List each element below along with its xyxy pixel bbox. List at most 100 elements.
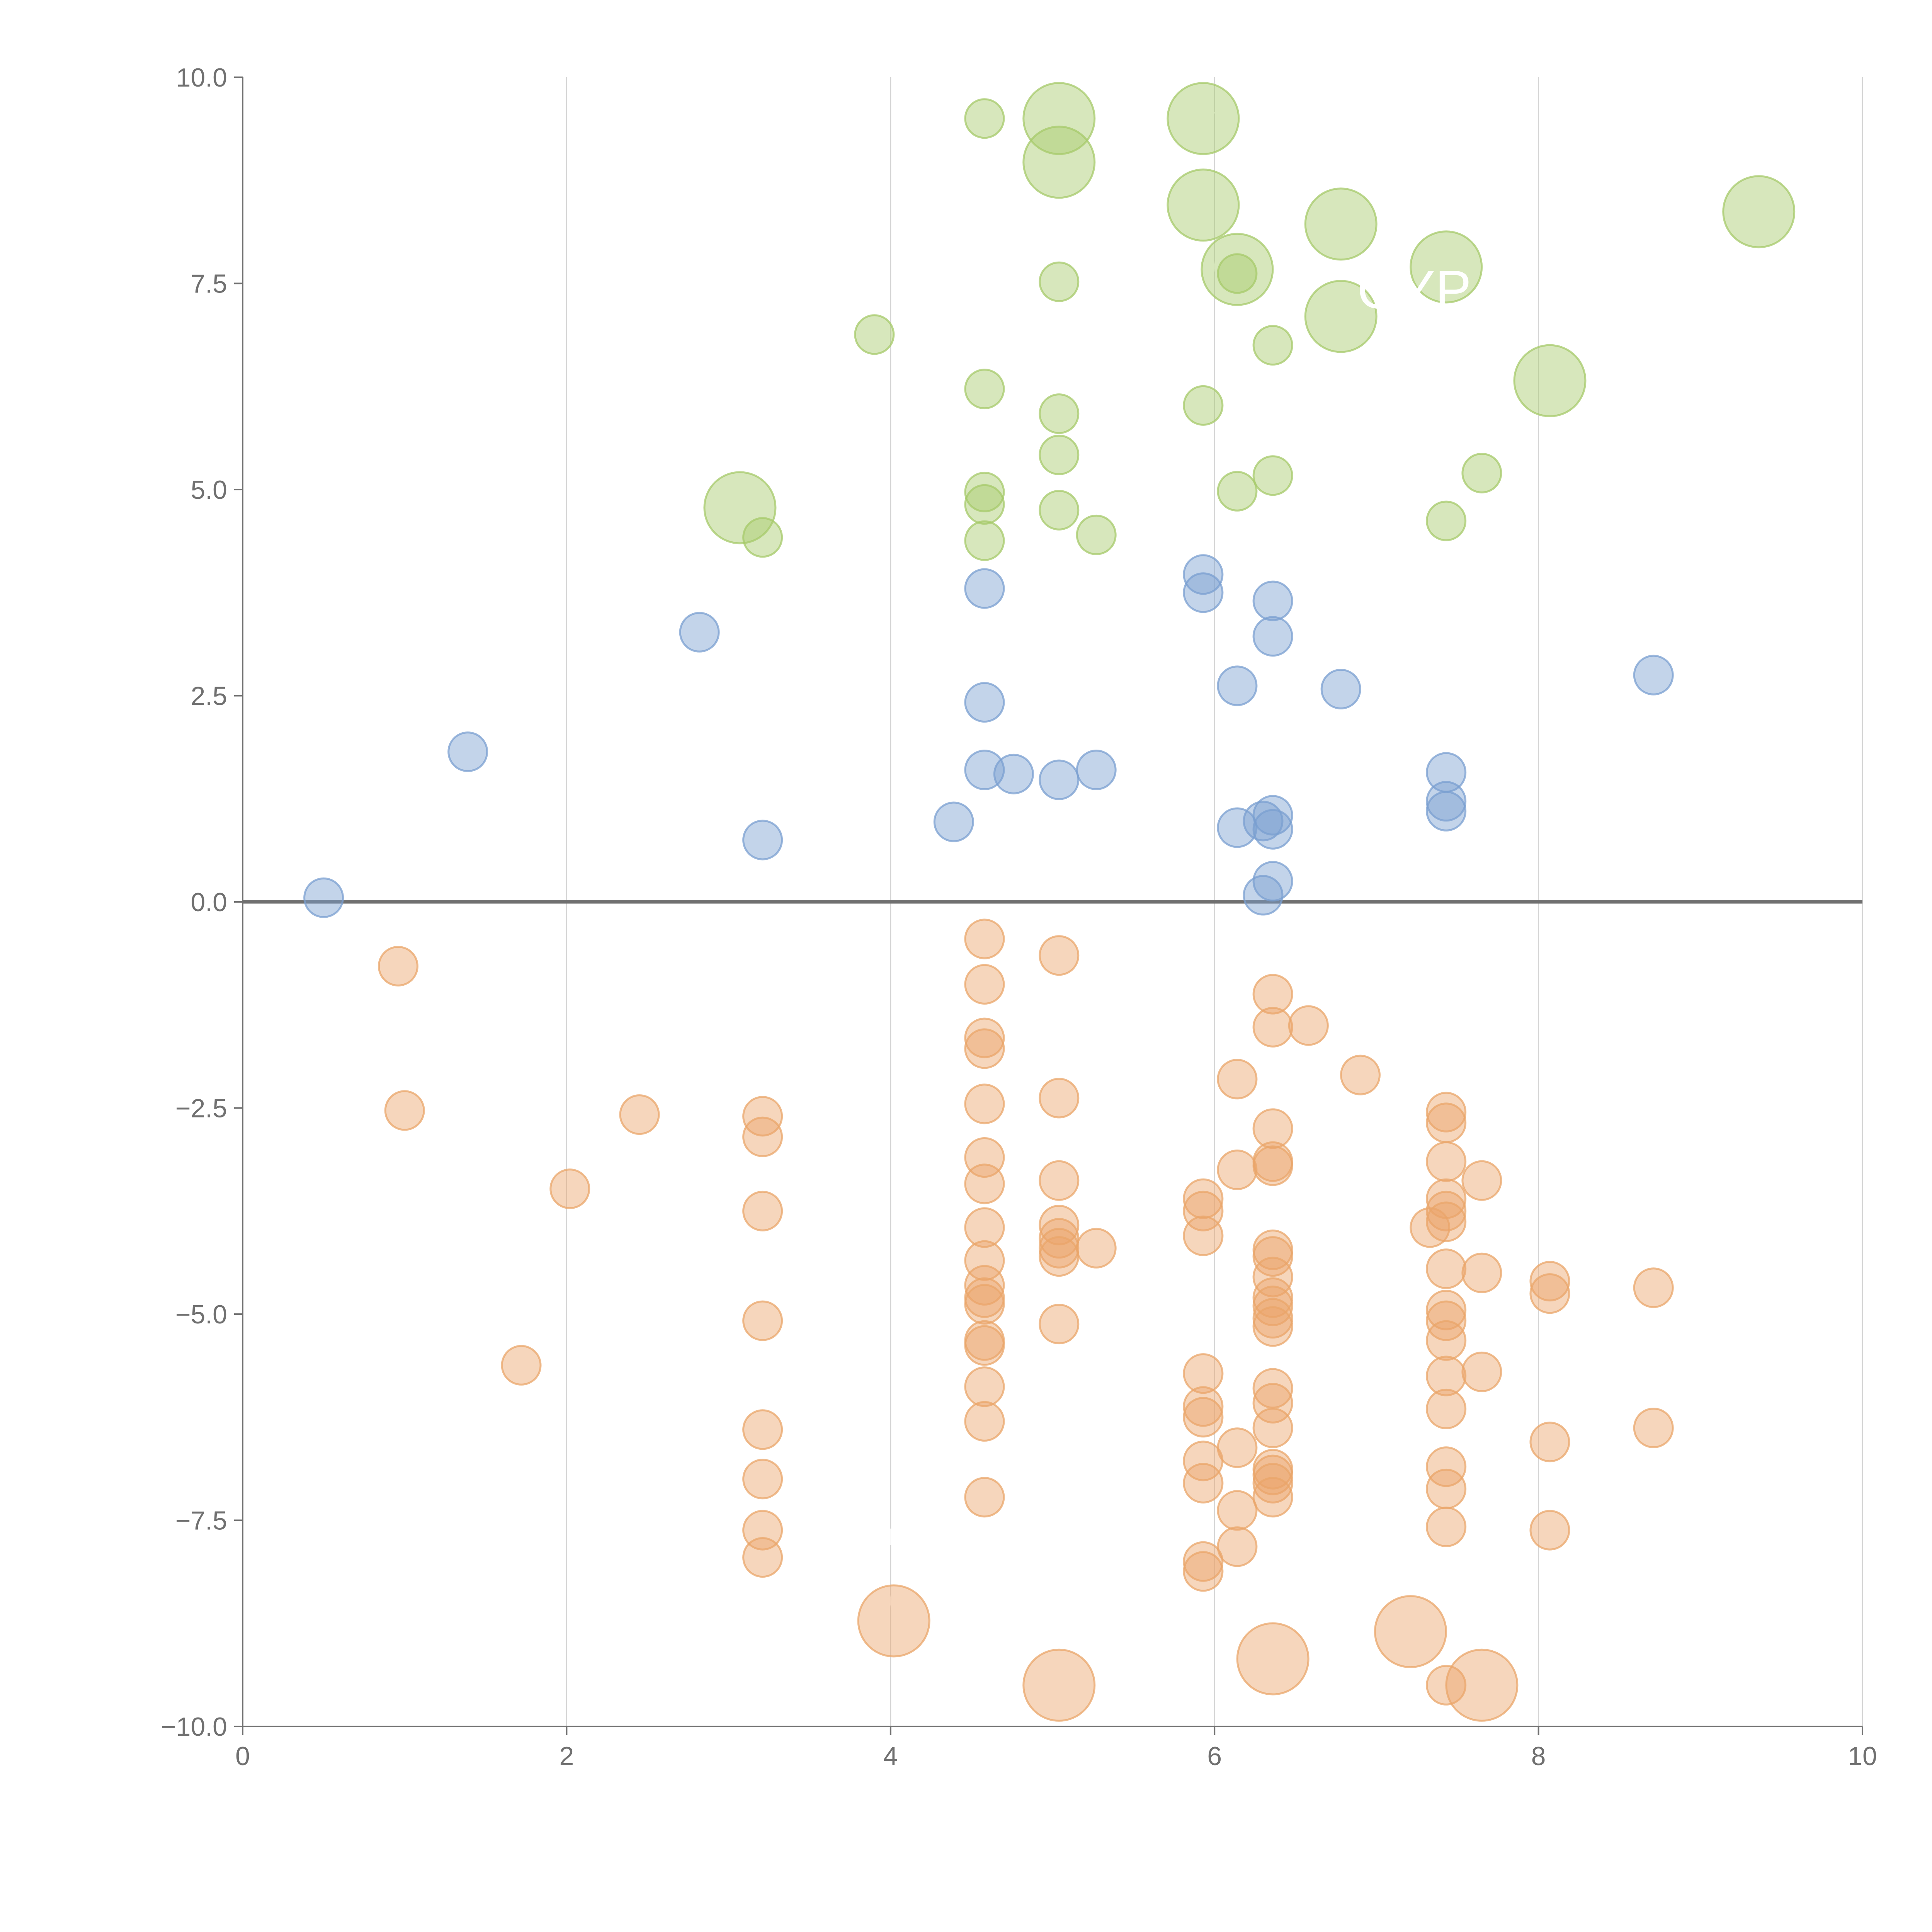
bubble-point bbox=[1252, 1306, 1293, 1347]
bubble-point bbox=[1252, 616, 1293, 657]
bubble-point bbox=[1252, 1454, 1293, 1495]
bubble-point bbox=[1039, 1304, 1080, 1345]
x-tick-label: 2 bbox=[559, 1742, 574, 1771]
bubble-point bbox=[742, 1409, 783, 1450]
bubble-point bbox=[1167, 168, 1240, 242]
bubble-point bbox=[1410, 230, 1483, 304]
bubble-point bbox=[1252, 1007, 1293, 1048]
bubble-point bbox=[1183, 1215, 1224, 1256]
bubble-point bbox=[1183, 1397, 1224, 1438]
bubble-point bbox=[1217, 1150, 1258, 1190]
bubble-point bbox=[1426, 1201, 1467, 1242]
bubble-point bbox=[1461, 1252, 1502, 1293]
leader-line bbox=[1748, 176, 1760, 210]
leader-line bbox=[1272, 456, 1288, 490]
bubble-point bbox=[1183, 1541, 1224, 1582]
bubble-point bbox=[1252, 1286, 1293, 1327]
bubble-point bbox=[964, 1366, 1005, 1407]
bubble-point bbox=[1426, 1468, 1467, 1509]
bubble-point bbox=[742, 1459, 783, 1500]
bubble-point bbox=[742, 1116, 783, 1157]
bubble-point bbox=[1252, 974, 1293, 1015]
bubble-point bbox=[742, 1300, 783, 1341]
y-tick-label: −10.0 bbox=[161, 1712, 227, 1742]
bubble-point bbox=[549, 1168, 590, 1209]
bubble-point bbox=[378, 946, 418, 986]
bubble-point bbox=[1183, 554, 1224, 595]
bubble-point bbox=[1304, 187, 1378, 261]
bubble-point bbox=[1529, 1261, 1570, 1302]
bubble-point bbox=[742, 1096, 783, 1137]
leader-line bbox=[1203, 109, 1231, 116]
leader-lines bbox=[740, 109, 1760, 1686]
bubble-point bbox=[1183, 1178, 1224, 1219]
bubble-point bbox=[1252, 580, 1293, 621]
bubble-point bbox=[1445, 1648, 1519, 1722]
bubble-point bbox=[1022, 82, 1096, 155]
bubble-point bbox=[1252, 1298, 1293, 1339]
bubble-point bbox=[1426, 1092, 1467, 1133]
bubble-point bbox=[1183, 572, 1224, 613]
bubble-point bbox=[1529, 1422, 1570, 1463]
bubble-point bbox=[1374, 1595, 1447, 1668]
x-tick-label: 8 bbox=[1531, 1742, 1546, 1771]
bubble-point bbox=[964, 1163, 1005, 1204]
bubble-point bbox=[964, 682, 1005, 723]
bubble-point bbox=[742, 1537, 783, 1578]
bubble-point bbox=[1039, 759, 1080, 800]
bubble-point bbox=[1426, 781, 1467, 822]
leader-line bbox=[1327, 316, 1342, 342]
bubble-point bbox=[1252, 1108, 1293, 1149]
bubble-point bbox=[1252, 1277, 1293, 1318]
bubble-point bbox=[742, 517, 783, 558]
bubble-point bbox=[1039, 393, 1080, 434]
bubble-point bbox=[964, 1207, 1005, 1248]
bubble-point bbox=[742, 1190, 783, 1231]
bubble-point bbox=[1217, 807, 1258, 848]
leader-line bbox=[1202, 209, 1224, 308]
bubble-point bbox=[1039, 1205, 1080, 1246]
bubble-point bbox=[1426, 1102, 1467, 1143]
leader-line bbox=[1481, 1680, 1531, 1686]
bubble-point bbox=[703, 471, 777, 544]
y-tick-label: 5.0 bbox=[190, 475, 227, 505]
bubble-point bbox=[619, 1094, 660, 1135]
bubble-point bbox=[1426, 1388, 1467, 1429]
bubble-point bbox=[1426, 1141, 1467, 1182]
y-tick-label: −7.5 bbox=[175, 1506, 227, 1536]
bubble-point bbox=[1426, 1190, 1467, 1231]
bubble-point bbox=[1022, 126, 1096, 199]
y-tick-label: 0.0 bbox=[190, 888, 227, 917]
bubble-point bbox=[1183, 1440, 1224, 1481]
bubble-point bbox=[384, 1090, 425, 1131]
leader-line bbox=[740, 507, 786, 532]
leader-line bbox=[886, 1582, 895, 1621]
bubble-point bbox=[1217, 1490, 1258, 1531]
bubble-point bbox=[964, 1017, 1005, 1058]
bubble-point bbox=[1183, 1463, 1224, 1503]
bubble-point bbox=[964, 1240, 1005, 1281]
bubble-point bbox=[1243, 875, 1284, 916]
bubble-point bbox=[1217, 665, 1258, 706]
bubble-point bbox=[1039, 935, 1080, 976]
bubble-point bbox=[1183, 1353, 1224, 1394]
bubble-point bbox=[1461, 1351, 1502, 1392]
bubble-point bbox=[1039, 1228, 1080, 1269]
bubble-point bbox=[1039, 1160, 1080, 1201]
bubble-point bbox=[1039, 261, 1080, 302]
bubble-point bbox=[1039, 490, 1080, 531]
bubble-point bbox=[1304, 280, 1378, 353]
bubble-point bbox=[1039, 434, 1080, 475]
bubble-point bbox=[1217, 471, 1258, 512]
bubble-point bbox=[1410, 1207, 1451, 1248]
y-tick-label: −2.5 bbox=[175, 1094, 227, 1123]
bubble-point bbox=[679, 612, 720, 653]
bubble-point bbox=[1252, 1257, 1293, 1298]
bubble-point bbox=[1252, 1407, 1293, 1448]
y-tick-label: −5.0 bbox=[175, 1300, 227, 1329]
leader-line bbox=[1410, 1606, 1450, 1633]
bubble-point bbox=[964, 568, 1005, 609]
leader-line bbox=[1272, 1658, 1304, 1678]
bubble-point bbox=[1633, 1407, 1674, 1448]
bubble-point bbox=[1426, 1320, 1467, 1361]
